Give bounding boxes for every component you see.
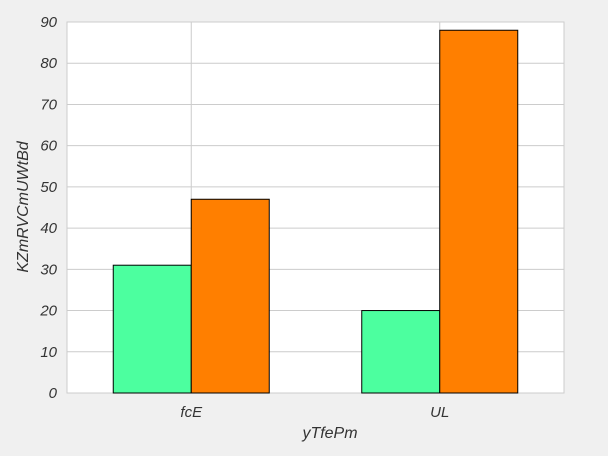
x-axis-label: yTfePm [301,425,357,442]
y-tick-label: 0 [49,385,58,402]
x-tick-labels: fcE UL [180,404,449,421]
y-tick-label: 30 [40,261,57,278]
y-tick-label: 40 [40,220,57,237]
y-tick-label: 20 [39,303,57,320]
y-tick-label: 50 [40,179,57,196]
y-tick-label: 10 [40,344,57,361]
y-tick-labels: 0 10 20 30 40 50 60 70 80 90 [39,14,57,402]
bar [191,199,269,393]
y-axis-label: KZmRVCmUWtBd [15,140,32,272]
bar [362,311,440,393]
y-tick-label: 60 [40,138,57,155]
bar [440,30,518,393]
x-tick-label: UL [430,404,449,421]
x-tick-label: fcE [180,404,203,421]
bar [113,265,191,393]
y-tick-label: 70 [40,96,57,113]
y-tick-label: 90 [40,14,57,31]
y-tick-label: 80 [40,55,57,72]
